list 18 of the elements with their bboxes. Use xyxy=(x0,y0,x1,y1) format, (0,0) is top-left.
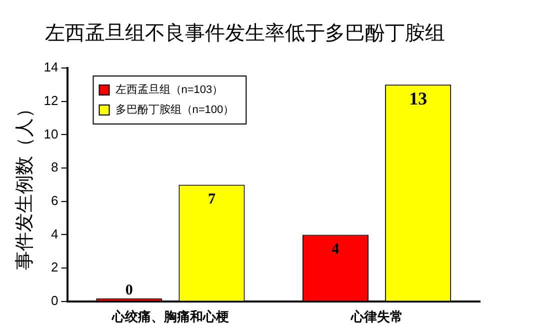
legend-label: 左西孟旦组（n=103） xyxy=(115,84,224,96)
x-tick-label: 心绞痛、胸痛和心梗 xyxy=(110,308,229,324)
y-tick-label: 0 xyxy=(51,292,58,308)
data-label: 13 xyxy=(409,88,428,108)
y-tick-label: 10 xyxy=(44,126,58,142)
y-tick-label: 12 xyxy=(44,92,58,108)
data-label: 4 xyxy=(332,242,340,258)
x-tick-label: 心律失常 xyxy=(350,308,403,324)
y-tick-label: 6 xyxy=(51,192,58,208)
y-tick-label: 4 xyxy=(51,226,58,242)
data-label: 0 xyxy=(125,282,133,298)
legend-label: 多巴酚丁胺组（n=100） xyxy=(115,103,234,116)
y-tick-label: 14 xyxy=(44,60,58,75)
y-tick-label: 8 xyxy=(51,160,58,175)
y-tick-label: 2 xyxy=(51,260,58,275)
data-label: 7 xyxy=(208,192,216,208)
chart-title: 左西孟旦组不良事件发生率低于多巴酚丁胺组 xyxy=(45,22,445,45)
y-axis-title: 事件发生例数（人） xyxy=(14,99,36,270)
